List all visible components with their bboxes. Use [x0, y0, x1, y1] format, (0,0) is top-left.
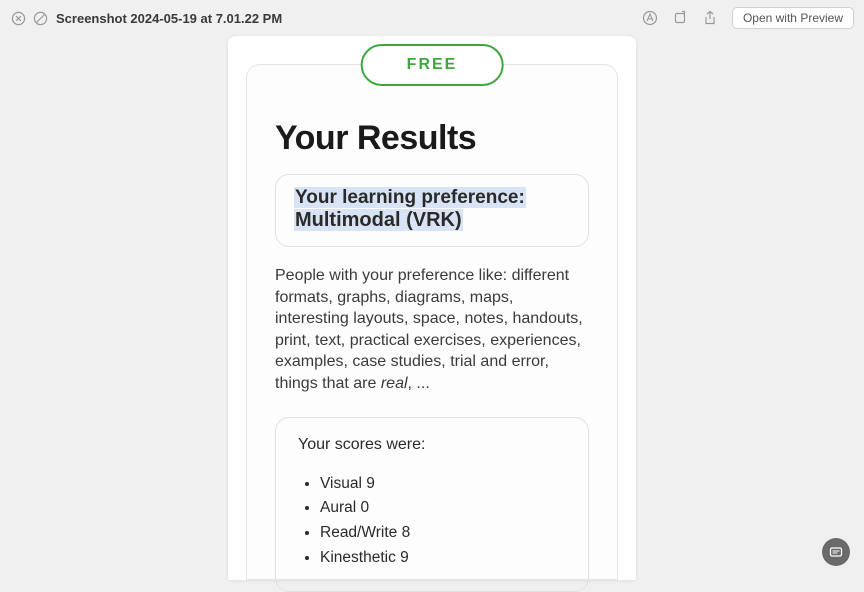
list-item: Aural 0: [320, 496, 566, 521]
score-value: 0: [361, 499, 370, 516]
score-label: Kinesthetic: [320, 549, 396, 566]
share-icon[interactable]: [702, 10, 718, 26]
score-label: Aural: [320, 499, 356, 516]
scores-title: Your scores were:: [298, 436, 566, 454]
quick-action-button[interactable]: [822, 538, 850, 566]
description-italic: real: [381, 375, 408, 392]
results-heading: Your Results: [275, 119, 589, 158]
score-value: 9: [366, 475, 375, 492]
preference-box: Your learning preference: Multimodal (VR…: [275, 174, 589, 247]
toolbar-right: Open with Preview: [642, 7, 854, 29]
open-with-preview-button[interactable]: Open with Preview: [732, 7, 854, 29]
score-label: Read/Write: [320, 524, 397, 541]
content-area: FREE Your Results Your learning preferen…: [0, 36, 864, 580]
close-icon[interactable]: [10, 10, 26, 26]
score-label: Visual: [320, 475, 362, 492]
toolbar-left: Screenshot 2024-05-19 at 7.01.22 PM: [10, 10, 636, 26]
results-card: FREE Your Results Your learning preferen…: [228, 36, 636, 580]
window-title: Screenshot 2024-05-19 at 7.01.22 PM: [56, 11, 282, 26]
toolbar: Screenshot 2024-05-19 at 7.01.22 PM Open…: [0, 0, 864, 36]
scores-box: Your scores were: Visual 9 Aural 0 Read/…: [275, 417, 589, 592]
block-icon[interactable]: [32, 10, 48, 26]
free-badge: FREE: [361, 44, 504, 86]
preference-label: Your learning preference:: [294, 187, 526, 208]
description-suffix: , ...: [408, 375, 430, 392]
list-item: Read/Write 8: [320, 521, 566, 546]
preference-value: Multimodal (VRK): [294, 209, 463, 231]
inner-card: Your Results Your learning preference: M…: [246, 64, 618, 580]
description-text: People with your preference like: differ…: [275, 265, 589, 395]
description-intro: People with your preference like: differ…: [275, 267, 583, 392]
score-value: 9: [400, 549, 409, 566]
list-item: Visual 9: [320, 472, 566, 497]
markup-icon[interactable]: [642, 10, 658, 26]
rotate-icon[interactable]: [672, 10, 688, 26]
scores-list: Visual 9 Aural 0 Read/Write 8 Kinestheti…: [298, 472, 566, 571]
score-value: 8: [402, 524, 411, 541]
list-item: Kinesthetic 9: [320, 546, 566, 571]
